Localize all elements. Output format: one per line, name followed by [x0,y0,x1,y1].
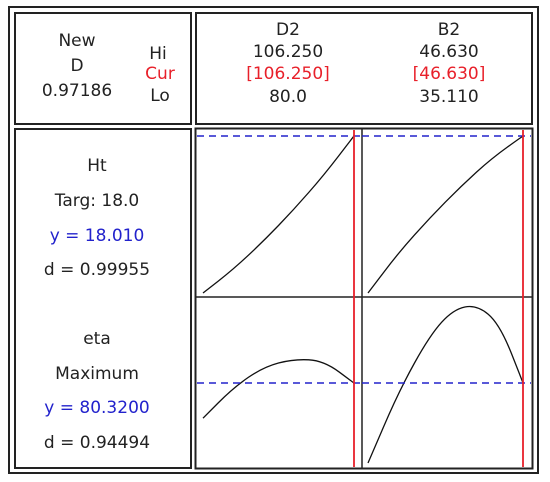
lo-label: Lo [150,86,170,106]
new-label: New [58,31,96,51]
response-curve-ht-d2 [202,135,355,294]
hi-label: Hi [149,44,167,64]
response-goal-ht: Targ: 18.0 [54,191,140,211]
response-info-box [14,128,192,469]
response-name-eta: eta [83,329,111,349]
response-y-ht: y = 18.010 [49,226,145,246]
factor-lo-b2: 35.110 [419,87,479,107]
response-goal-eta: Maximum [55,364,139,384]
factor-name-b2: B2 [437,20,461,40]
response-curve-ht-b2 [367,135,524,294]
factor-hi-d2: 106.250 [252,42,324,62]
d-label: D [70,56,84,76]
plot-grid-border [194,127,534,470]
composite-desirability-box [14,12,192,125]
factor-header-box [195,12,533,125]
response-curve-eta-d2 [202,359,355,419]
response-curve-eta-b2 [367,305,524,464]
cur-label: Cur [145,64,175,84]
factor-cur-b2: [46.630] [412,64,486,84]
factor-hi-b2: 46.630 [419,42,479,62]
factor-name-d2: D2 [276,20,300,40]
factor-lo-d2: 80.0 [269,87,307,107]
response-y-eta: y = 80.3200 [44,398,150,418]
response-d-ht: d = 0.99955 [43,260,151,280]
response-name-ht: Ht [87,156,107,176]
composite-d-value: 0.97186 [41,81,113,101]
factor-cur-d2: [106.250] [246,64,330,84]
response-d-eta: d = 0.94494 [43,433,151,453]
